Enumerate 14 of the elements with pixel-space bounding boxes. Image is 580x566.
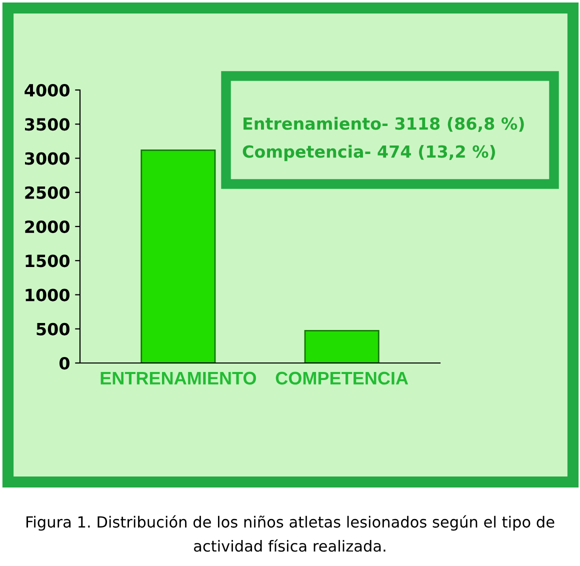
y-tick-label: 4000 (24, 84, 70, 97)
y-tick-label: 1000 (26, 288, 70, 302)
y-tick-label: 3000 (25, 152, 70, 165)
y-tick-label: 0 (59, 356, 70, 370)
text: Figura 1. Distribución de los niños atletas lesionados según el tipo de actividad física realizada. (26, 515, 554, 552)
y-tick-label: 1500 (26, 254, 70, 268)
x-tick-label: COMPETENCIA (276, 372, 408, 385)
y-tick-label: 3500 (25, 118, 70, 131)
y-tick-label: 500 (36, 322, 70, 336)
annotation: Entrenamiento- 3118 (86,8 %) (244, 116, 524, 132)
y-tick-label: 2000 (25, 220, 70, 234)
annotation: Competencia- 474 (13,2 %) (242, 144, 495, 162)
x-tick-label: ENTRENAMIENTO (100, 372, 256, 385)
y-tick-label: 2500 (25, 186, 70, 199)
